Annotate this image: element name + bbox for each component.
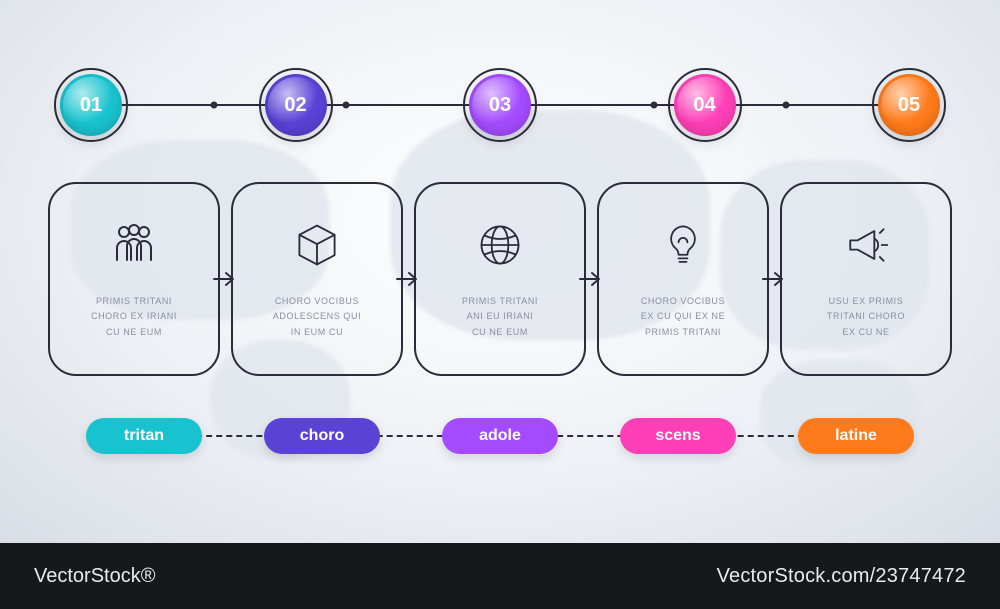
timeline-dot xyxy=(651,102,658,109)
card-body: PRIMIS TRITANI CHORO EX IRIANI CU NE EUM xyxy=(75,294,193,340)
card-5: USU EX PRIMIS TRITANI CHORO EX CU NE xyxy=(780,182,952,376)
footer-attribution: VectorStock.com/23747472 xyxy=(717,565,966,588)
pill-label: adole xyxy=(479,427,521,445)
card-body: PRIMIS TRITANI ANI EU IRIANI CU NE EUM xyxy=(446,294,554,340)
pill-label: latine xyxy=(835,427,877,445)
pill-4: scens xyxy=(620,418,736,454)
cube-icon xyxy=(290,218,344,272)
bulb-icon xyxy=(656,218,710,272)
timeline-row: 01 02 03 04 05 xyxy=(60,70,940,140)
timeline-node-3: 03 xyxy=(469,74,531,136)
timeline-node-1: 01 xyxy=(60,74,122,136)
pill-label: choro xyxy=(300,427,344,445)
timeline-dot xyxy=(343,102,350,109)
card-1: PRIMIS TRITANI CHORO EX IRIANI CU NE EUM xyxy=(48,182,220,376)
card-connector xyxy=(404,182,414,376)
card-body: CHORO VOCIBUS EX CU QUI EX NE PRIMIS TRI… xyxy=(625,294,742,340)
footer-bar: VectorStock® VectorStock.com/23747472 xyxy=(0,543,1000,609)
timeline-node-5: 05 xyxy=(878,74,940,136)
timeline-number: 05 xyxy=(898,94,920,117)
people-icon xyxy=(107,218,161,272)
timeline-node-2: 02 xyxy=(265,74,327,136)
timeline-number: 01 xyxy=(80,94,102,117)
card-row: PRIMIS TRITANI CHORO EX IRIANI CU NE EUM… xyxy=(48,182,952,376)
card-body: CHORO VOCIBUS ADOLESCENS QUI IN EUM CU xyxy=(257,294,377,340)
card-connector xyxy=(770,182,780,376)
infographic-stage: 01 02 03 04 05 PRIMIS TRITANI CHORO EX I… xyxy=(0,0,1000,543)
pill-5: latine xyxy=(798,418,914,454)
timeline-node-4: 04 xyxy=(674,74,736,136)
card-4: CHORO VOCIBUS EX CU QUI EX NE PRIMIS TRI… xyxy=(597,182,769,376)
pill-1: tritan xyxy=(86,418,202,454)
pill-label: tritan xyxy=(124,427,164,445)
pill-label: scens xyxy=(655,427,700,445)
pill-3: adole xyxy=(442,418,558,454)
globe-icon xyxy=(473,218,527,272)
timeline-number: 04 xyxy=(693,94,715,117)
timeline-dot xyxy=(783,102,790,109)
pill-2: choro xyxy=(264,418,380,454)
footer-brand: VectorStock® xyxy=(34,565,155,588)
timeline-number: 03 xyxy=(489,94,511,117)
timeline-number: 02 xyxy=(284,94,306,117)
megaphone-icon xyxy=(839,218,893,272)
card-connector xyxy=(221,182,231,376)
card-2: CHORO VOCIBUS ADOLESCENS QUI IN EUM CU xyxy=(231,182,403,376)
timeline-dot xyxy=(211,102,218,109)
pill-row: tritan choro adole scens latine xyxy=(86,416,914,456)
card-3: PRIMIS TRITANI ANI EU IRIANI CU NE EUM xyxy=(414,182,586,376)
card-connector xyxy=(587,182,597,376)
card-body: USU EX PRIMIS TRITANI CHORO EX CU NE xyxy=(811,294,921,340)
